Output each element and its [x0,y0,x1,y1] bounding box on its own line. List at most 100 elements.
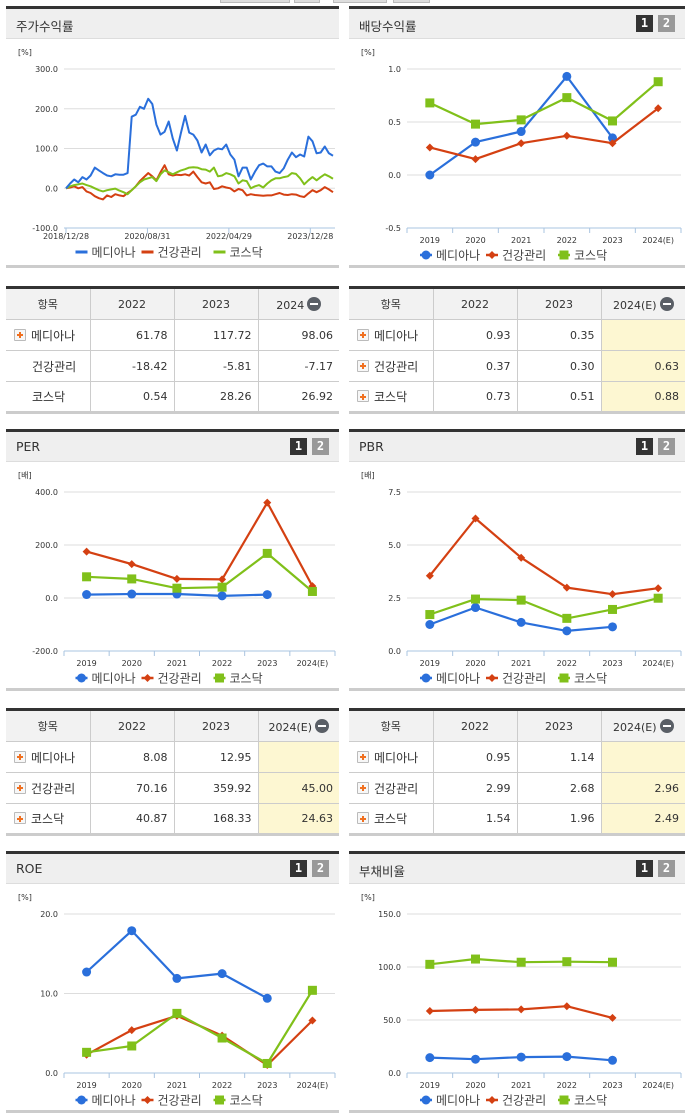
legend-label[interactable]: 메디아나 [92,1094,136,1108]
series-line[interactable] [429,597,659,620]
data-point[interactable] [307,586,317,596]
data-point[interactable] [516,1052,526,1062]
data-point[interactable] [308,582,317,591]
data-point[interactable] [425,170,435,180]
data-point[interactable] [517,1005,526,1014]
data-point[interactable] [516,617,526,627]
data-point[interactable] [308,1016,317,1025]
legend-marker-icon[interactable] [559,673,569,683]
legend-marker-icon[interactable] [488,1096,496,1104]
legend-marker-icon[interactable] [215,1095,224,1105]
page-2-button[interactable]: 2 [658,438,675,455]
data-point[interactable] [516,957,526,967]
page-2-button[interactable]: 2 [312,438,329,455]
legend-label[interactable]: 메디아나 [436,249,480,263]
data-point[interactable] [82,572,92,582]
data-point[interactable] [127,574,137,584]
row-label[interactable]: 건강관리 [6,772,91,804]
top-tab[interactable] [294,0,320,3]
data-point[interactable] [82,1047,92,1057]
data-point[interactable] [562,1002,571,1011]
data-point[interactable] [471,954,480,964]
page-1-button[interactable]: 1 [636,15,653,32]
data-point[interactable] [471,1054,480,1064]
top-tab[interactable] [333,0,387,3]
legend-marker-icon[interactable] [77,673,86,683]
series-line[interactable] [428,517,659,596]
row-label[interactable]: 건강관리 [349,772,434,804]
legend-label[interactable]: 건강관리 [158,672,202,686]
data-point[interactable] [562,71,572,81]
series-line[interactable] [86,1014,314,1067]
expand-plus-icon[interactable] [357,781,369,794]
legend-label[interactable]: 건강관리 [502,672,546,686]
data-point[interactable] [127,1041,137,1051]
data-point[interactable] [654,104,663,113]
data-point[interactable] [654,584,663,593]
legend-marker-icon[interactable] [215,673,224,683]
legend-marker-icon[interactable] [421,1095,431,1105]
legend-label[interactable]: 건강관리 [502,249,546,263]
legend-label[interactable]: 메디아나 [436,672,480,686]
data-point[interactable] [263,498,272,507]
page-2-button[interactable]: 2 [312,860,329,877]
collapse-icon[interactable] [659,296,674,311]
data-point[interactable] [425,143,434,152]
expand-plus-icon[interactable] [357,750,369,763]
data-point[interactable] [425,1006,434,1015]
data-point[interactable] [262,1058,272,1068]
expand-plus-icon[interactable] [357,390,369,402]
data-point[interactable] [471,514,480,523]
data-point[interactable] [517,139,526,148]
data-point[interactable] [262,590,272,600]
data-point[interactable] [425,1053,435,1063]
collapse-icon[interactable] [659,718,674,733]
row-label[interactable]: 코스닥 [6,803,91,836]
data-point[interactable] [172,973,182,983]
data-point[interactable] [608,139,617,148]
legend-label[interactable]: 코스닥 [230,1094,263,1108]
legend-marker-icon[interactable] [488,251,496,259]
legend-label[interactable]: 코스닥 [574,249,607,263]
legend-marker-icon[interactable] [143,674,152,682]
row-label[interactable]: 건강관리 [349,350,434,382]
series-line[interactable] [86,989,314,1065]
row-label[interactable]: 메디아나 [349,319,434,351]
page-1-button[interactable]: 1 [636,438,653,455]
data-point[interactable] [471,1005,480,1014]
data-point[interactable] [218,575,227,584]
data-point[interactable] [608,1013,617,1022]
legend-marker-icon[interactable] [488,674,496,682]
legend-label[interactable]: 코스닥 [574,672,607,686]
data-point[interactable] [425,571,434,580]
data-point[interactable] [172,574,181,583]
row-label[interactable]: 메디아나 [6,319,91,351]
legend-label[interactable]: 메디아나 [92,672,136,686]
series-line[interactable] [429,107,659,161]
legend-marker-icon[interactable] [421,673,431,683]
legend-label[interactable]: 건강관리 [502,1094,546,1108]
data-point[interactable] [516,115,526,125]
collapse-icon[interactable] [307,296,322,311]
data-point[interactable] [82,547,91,556]
expand-plus-icon[interactable] [357,812,369,824]
series-line[interactable] [65,166,334,196]
legend-label[interactable]: 코스닥 [230,246,263,260]
data-point[interactable] [608,604,617,614]
legend-label[interactable]: 건강관리 [158,246,202,260]
data-point[interactable] [517,553,526,562]
data-point[interactable] [82,967,92,977]
data-point[interactable] [471,137,480,147]
data-point[interactable] [425,959,435,969]
data-point[interactable] [471,603,480,613]
expand-plus-icon[interactable] [14,328,26,341]
data-point[interactable] [608,622,617,632]
row-label[interactable]: 코스닥 [349,381,434,414]
data-point[interactable] [82,590,92,600]
legend-label[interactable]: 코스닥 [230,672,263,686]
page-2-button[interactable]: 2 [658,15,675,32]
data-point[interactable] [262,993,272,1003]
data-point[interactable] [425,98,435,108]
data-point[interactable] [562,583,571,592]
page-1-button[interactable]: 1 [636,860,653,877]
